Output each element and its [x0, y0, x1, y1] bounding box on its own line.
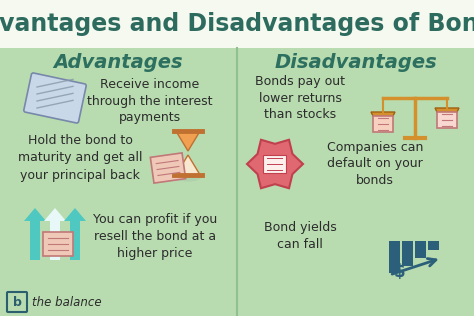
Polygon shape: [44, 208, 66, 221]
FancyBboxPatch shape: [30, 221, 40, 260]
FancyBboxPatch shape: [0, 48, 237, 316]
FancyBboxPatch shape: [24, 73, 86, 123]
FancyBboxPatch shape: [373, 116, 393, 132]
FancyBboxPatch shape: [0, 0, 474, 48]
Text: Companies can
default on your
bonds: Companies can default on your bonds: [327, 141, 423, 187]
Polygon shape: [247, 140, 303, 188]
Text: Receive income
through the interest
payments: Receive income through the interest paym…: [87, 77, 213, 125]
FancyBboxPatch shape: [415, 241, 426, 258]
Text: the balance: the balance: [32, 295, 101, 308]
FancyBboxPatch shape: [43, 232, 73, 256]
Text: Bonds pay out
lower returns
than stocks: Bonds pay out lower returns than stocks: [255, 75, 345, 121]
Text: Disadvantages: Disadvantages: [274, 52, 437, 71]
FancyBboxPatch shape: [150, 153, 186, 183]
Ellipse shape: [176, 174, 200, 181]
Polygon shape: [176, 155, 200, 175]
FancyBboxPatch shape: [237, 48, 474, 316]
Text: You can profit if you
resell the bond at a
higher price: You can profit if you resell the bond at…: [93, 212, 217, 259]
FancyBboxPatch shape: [70, 221, 80, 260]
Polygon shape: [64, 208, 86, 221]
Text: Bond yields
can fall: Bond yields can fall: [264, 221, 337, 251]
Polygon shape: [371, 112, 395, 118]
Text: b: b: [13, 295, 21, 308]
Polygon shape: [176, 131, 200, 151]
FancyBboxPatch shape: [437, 112, 457, 128]
Text: Hold the bond to
maturity and get all
your principal back: Hold the bond to maturity and get all yo…: [18, 135, 142, 181]
FancyBboxPatch shape: [389, 241, 400, 273]
Polygon shape: [24, 208, 46, 221]
Polygon shape: [435, 108, 459, 114]
FancyBboxPatch shape: [428, 241, 439, 250]
FancyBboxPatch shape: [264, 155, 286, 173]
FancyBboxPatch shape: [402, 241, 413, 266]
Text: Advantages and Disadvantages of Bonds: Advantages and Disadvantages of Bonds: [0, 12, 474, 36]
FancyBboxPatch shape: [50, 221, 60, 260]
Text: $: $: [394, 263, 405, 281]
Text: Advantages: Advantages: [54, 52, 183, 71]
